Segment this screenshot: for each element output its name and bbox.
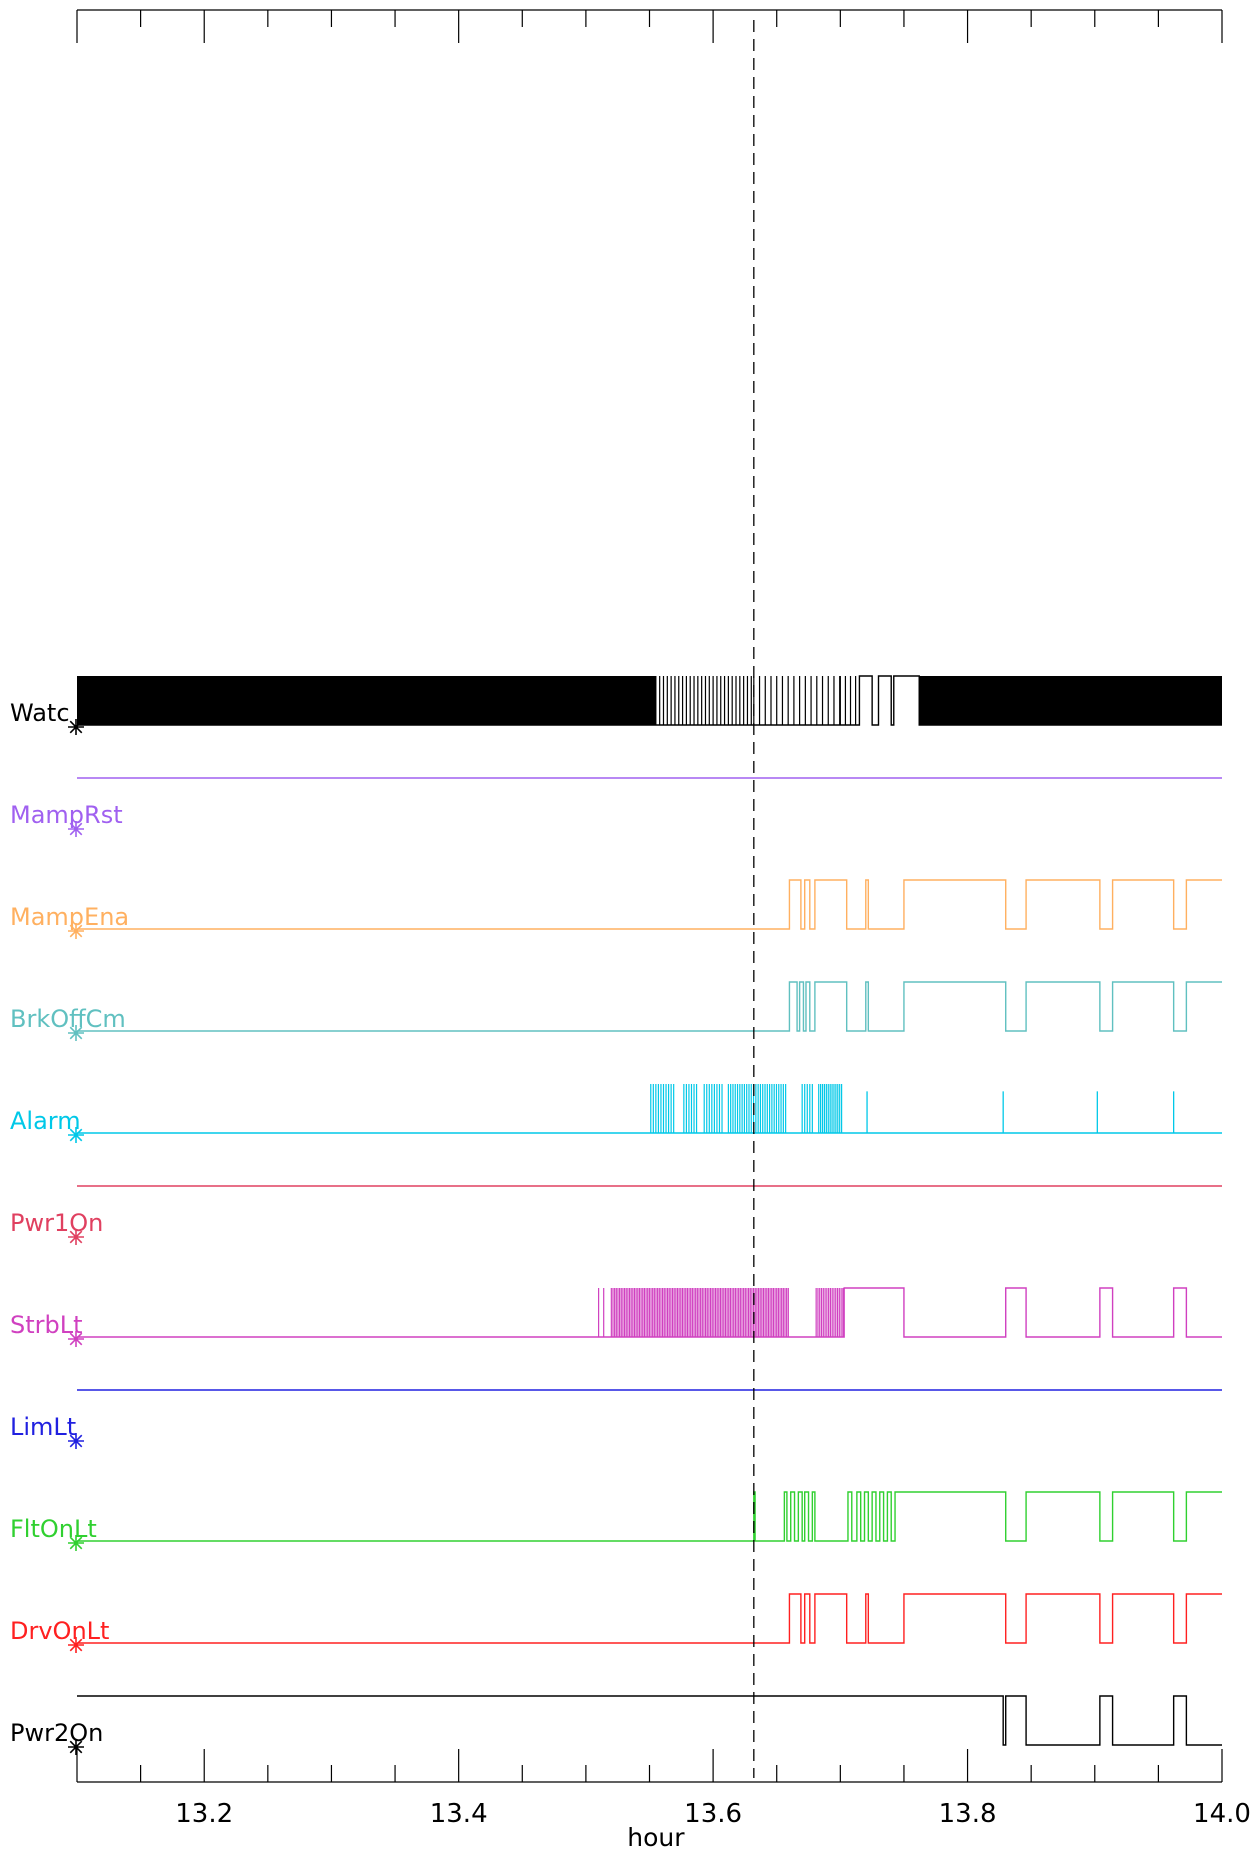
x-axis-label: hour <box>627 1823 685 1850</box>
series-line-brkoffcm <box>77 981 1222 1032</box>
series-marker-limlt <box>68 1433 84 1449</box>
x-tick-label: 13.8 <box>939 1799 997 1829</box>
series-dense-block-watchdog <box>77 676 656 725</box>
series-label-pwr1on: Pwr1On <box>10 1209 103 1237</box>
series-label-limlt: LimLt <box>10 1413 76 1441</box>
series-line-fltonlt <box>77 1491 1222 1542</box>
series-label-alarm: Alarm <box>10 1107 81 1135</box>
series-line-strblt <box>77 1287 1222 1338</box>
series-marker-fltonlt <box>68 1535 84 1551</box>
x-tick-label: 13.4 <box>430 1799 488 1829</box>
series-line-watchdog <box>77 675 1222 726</box>
series-marker-brkoffcm <box>68 1025 84 1041</box>
series-line-drvonlt <box>77 1593 1222 1644</box>
series-marker-mamprst <box>68 821 84 837</box>
series-label-brkoffcm: BrkOffCm <box>10 1005 126 1033</box>
series-label-fltonlt: FltOnLt <box>10 1515 97 1543</box>
series-pulses-alarm <box>650 1084 843 1133</box>
axes: 13.2 13.4 13.6 13.8 14.0 hour <box>76 9 1251 1850</box>
x-tick-label: 13.2 <box>175 1799 233 1829</box>
series-marker-alarm <box>68 1127 84 1143</box>
series-label-mampena: MampEna <box>10 903 129 931</box>
series-pulses-strblt <box>598 1288 844 1337</box>
series-label-drvonlt: DrvOnLt <box>10 1617 109 1645</box>
series-line-mampena <box>77 879 1222 930</box>
series-label-mamprst: MampRst <box>10 801 123 829</box>
series-marker-strblt <box>68 1331 84 1347</box>
series-label-watchdog: Watc <box>10 699 70 727</box>
series-line-pwr2on <box>77 1695 1222 1746</box>
series-pulses-watchdog <box>655 676 857 725</box>
series-labels: WatcMampRstMampEnaBrkOffCmAlarmPwr1OnStr… <box>10 699 129 1755</box>
series-marker-watchdog <box>68 719 84 735</box>
series-marker-mampena <box>68 923 84 939</box>
series-dense-block-watchdog <box>919 676 1222 725</box>
series-marker-drvonlt <box>68 1637 84 1653</box>
series-marker-pwr1on <box>68 1229 84 1245</box>
x-tick-label: 14.0 <box>1193 1799 1251 1829</box>
series-label-pwr2on: Pwr2On <box>10 1719 103 1747</box>
series-marker-pwr2on <box>68 1739 84 1755</box>
series-group <box>77 675 1222 1746</box>
x-tick-label: 13.6 <box>684 1799 742 1829</box>
